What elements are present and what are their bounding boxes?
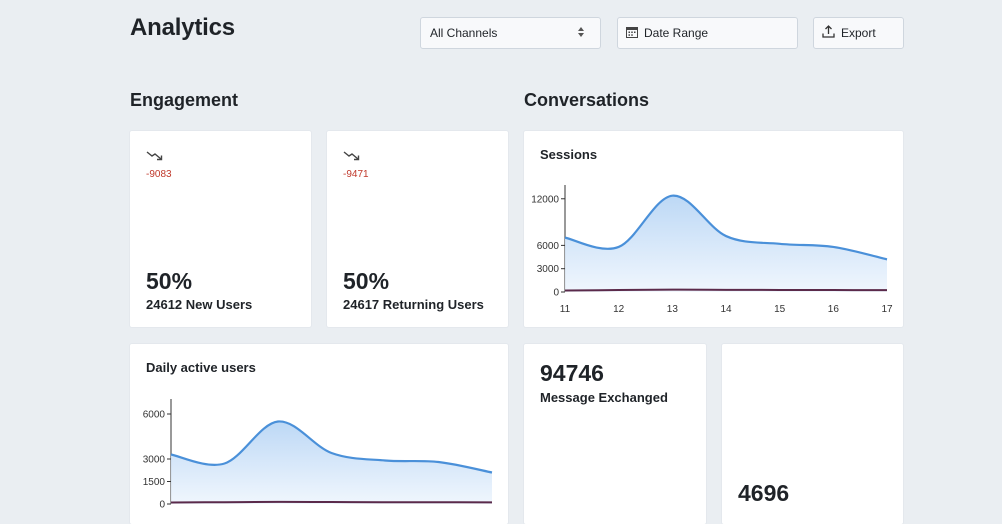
dau-y-tick-label: 1500 [143,477,166,488]
sessions-chart: 0 3000 6000 12000 11 12 13 14 15 16 17 [531,185,893,315]
daily-active-chart: 0 1500 3000 6000 [143,399,493,509]
channel-select-value: All Channels [430,26,498,40]
daily-active-users-card: Daily active users 0 1500 3000 6000 [130,344,508,524]
sessions-y-tick-label: 12000 [531,194,559,205]
metric-card: 4696 [722,344,903,524]
sessions-card: Sessions 0 3000 6000 12000 11 12 13 14 15 16 17 [524,131,903,327]
returning-users-label: 24617 Returning Users [343,297,484,312]
engagement-title: Engagement [130,90,239,110]
dau-y-tick-label: 3000 [143,455,166,466]
messages-card: 94746 Message Exchanged [524,344,706,524]
sessions-y-tick-label: 3000 [537,264,560,275]
conversations-title: Conversations [524,90,650,110]
page-title: Analytics [130,14,235,41]
new-users-label: 24612 New Users [146,297,253,312]
select-arrows-icon [577,26,591,41]
export-button[interactable]: Export [813,17,904,49]
date-range-label: Date Range [644,26,709,40]
sessions-x-tick-label: 17 [881,304,893,315]
sessions-x-tick-label: 16 [828,304,840,315]
dau-series-2-line [170,500,493,504]
messages-label: Message Exchanged [540,390,668,405]
sessions-series-line [564,194,888,261]
sessions-x-tick-label: 13 [667,304,679,315]
metric-value: 4696 [738,480,790,506]
sessions-y-tick-label: 6000 [537,241,560,252]
returning-users-delta: -9471 [343,169,369,180]
dau-series-line [170,420,493,474]
new-users-delta: -9083 [146,169,172,180]
trend-down-icon [146,149,164,167]
sessions-x-tick-label: 14 [720,304,732,315]
returning-users-percent: 50% [343,268,390,294]
date-range-button[interactable]: Date Range [617,17,798,49]
upload-icon [822,25,841,41]
sessions-x-tick-label: 11 [560,304,571,315]
dau-y-tick-label: 6000 [143,410,166,421]
messages-value: 94746 [540,360,604,386]
channel-select[interactable]: All Channels [420,17,601,49]
sessions-series-2-line [564,288,888,292]
sessions-x-tick-label: 12 [613,304,625,315]
calendar-icon [626,26,644,41]
dau-y-tick-label: 0 [159,500,165,509]
sessions-title: Sessions [540,147,598,162]
new-users-card: -9083 50% 24612 New Users [130,131,311,327]
sessions-y-tick-label: 0 [553,288,559,299]
returning-users-card: -9471 50% 24617 Returning Users [327,131,508,327]
export-label: Export [841,26,876,40]
new-users-percent: 50% [146,268,193,294]
daily-active-title: Daily active users [146,360,256,375]
sessions-x-tick-label: 15 [774,304,786,315]
trend-down-icon [343,149,361,167]
sessions-series-area [565,195,887,292]
